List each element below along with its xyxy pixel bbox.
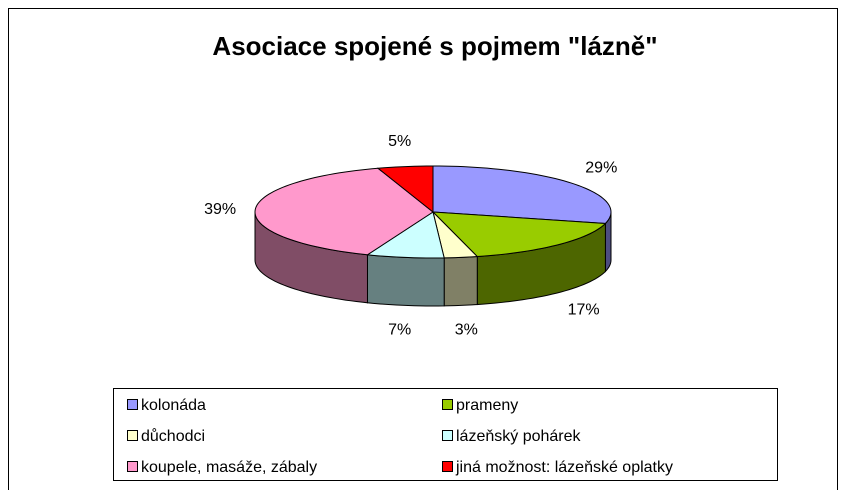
legend-swatch [442, 399, 453, 410]
legend-swatch [127, 461, 138, 472]
data-label: 7% [388, 321, 411, 338]
pie-side [443, 256, 478, 307]
data-label: 39% [204, 201, 236, 218]
pie-slice [254, 167, 434, 256]
pie-slice [366, 211, 445, 259]
legend-label: kolonáda [141, 397, 206, 414]
legend-swatch [127, 399, 138, 410]
pie-side [366, 254, 445, 307]
chart-border [8, 8, 838, 490]
pie-slice [431, 211, 607, 258]
pie-slice [432, 165, 612, 224]
legend-label: důchodci [141, 427, 205, 445]
data-label: 17% [568, 301, 600, 318]
legend-label: lázeňský pohárek [456, 428, 582, 445]
pie-slice [376, 165, 434, 214]
legend-swatch [442, 430, 453, 441]
legend-label: koupele, masáže, zábaly [141, 459, 317, 476]
data-label: 5% [388, 133, 411, 150]
chart-title: Asociace spojené s pojmem "lázně" [212, 31, 657, 61]
data-label: 3% [455, 321, 478, 338]
pie-slice [432, 210, 479, 259]
legend-swatch [127, 430, 138, 441]
data-label: 29% [585, 160, 617, 177]
legend-swatch [442, 461, 453, 472]
legend-label: jiná možnost: lázeňské oplatky [455, 459, 673, 476]
legend-label: prameny [456, 397, 518, 414]
